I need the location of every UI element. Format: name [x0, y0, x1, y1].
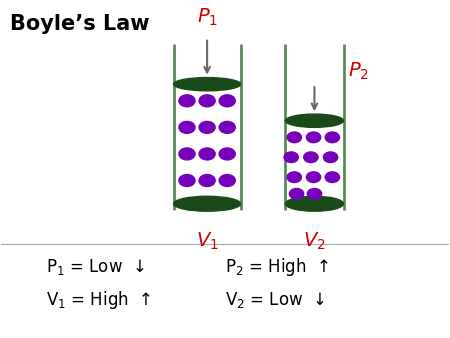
Ellipse shape: [174, 77, 241, 91]
Circle shape: [325, 132, 339, 143]
Ellipse shape: [285, 196, 343, 211]
Circle shape: [324, 152, 338, 163]
Circle shape: [179, 121, 195, 134]
Text: $V_1$: $V_1$: [196, 230, 218, 251]
Text: V$_2$ = Low  ↓: V$_2$ = Low ↓: [225, 290, 325, 310]
Text: $P_2$: $P_2$: [348, 60, 369, 81]
Circle shape: [325, 172, 339, 183]
Circle shape: [219, 121, 235, 134]
Circle shape: [219, 148, 235, 160]
Circle shape: [306, 132, 321, 143]
Text: $P_1$: $P_1$: [197, 6, 218, 28]
Circle shape: [219, 95, 235, 107]
Circle shape: [199, 148, 215, 160]
Circle shape: [179, 95, 195, 107]
Circle shape: [306, 172, 321, 183]
Circle shape: [289, 189, 304, 199]
Circle shape: [199, 121, 215, 134]
Text: V$_1$ = High  ↑: V$_1$ = High ↑: [46, 289, 151, 311]
Circle shape: [199, 95, 215, 107]
Circle shape: [219, 174, 235, 187]
Text: Boyle’s Law: Boyle’s Law: [10, 15, 150, 34]
Text: $V_2$: $V_2$: [303, 230, 326, 251]
Circle shape: [179, 148, 195, 160]
Text: P$_2$ = High  ↑: P$_2$ = High ↑: [225, 256, 329, 278]
Circle shape: [287, 172, 302, 183]
Circle shape: [199, 174, 215, 187]
Ellipse shape: [174, 196, 241, 211]
Circle shape: [284, 152, 298, 163]
Circle shape: [179, 174, 195, 187]
Circle shape: [307, 189, 322, 199]
Ellipse shape: [285, 114, 343, 127]
Text: P$_1$ = Low  ↓: P$_1$ = Low ↓: [46, 257, 145, 277]
Circle shape: [304, 152, 318, 163]
Circle shape: [287, 132, 302, 143]
